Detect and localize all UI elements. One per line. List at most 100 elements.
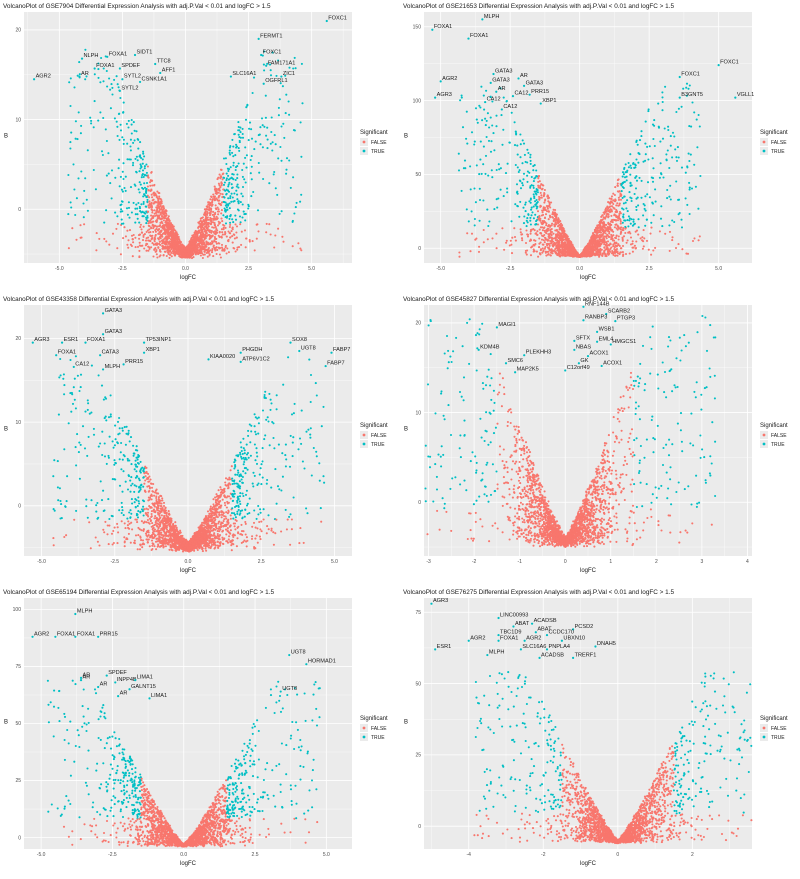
point-nonsignificant <box>152 243 155 246</box>
point-significant <box>677 198 681 201</box>
point-nonsignificant <box>495 232 498 235</box>
point-significant <box>132 161 135 164</box>
point-nonsignificant <box>204 230 207 233</box>
point-nonsignificant <box>618 210 622 213</box>
point-significant <box>663 127 666 130</box>
point-nonsignificant <box>158 228 161 231</box>
point-nonsignificant <box>204 228 207 232</box>
point-significant <box>69 141 72 144</box>
point-nonsignificant <box>257 230 260 233</box>
y-tick-label: 0 <box>18 207 21 213</box>
point-nonsignificant <box>596 234 600 237</box>
point-significant <box>109 88 112 91</box>
point-significant <box>669 144 672 147</box>
point-significant <box>532 205 535 208</box>
point-significant <box>142 187 145 190</box>
point-significant <box>532 186 535 189</box>
gene-point <box>528 93 531 96</box>
point-significant <box>124 189 127 192</box>
point-significant <box>479 158 482 161</box>
point-significant <box>268 63 272 66</box>
point-significant <box>482 145 485 148</box>
point-nonsignificant <box>162 206 165 209</box>
point-nonsignificant <box>180 245 183 248</box>
point-nonsignificant <box>203 250 206 253</box>
point-nonsignificant <box>645 239 649 242</box>
point-nonsignificant <box>539 253 542 256</box>
gene-label: FOXA1 <box>434 24 452 30</box>
point-nonsignificant <box>604 226 607 229</box>
point-nonsignificant <box>570 251 573 254</box>
point-nonsignificant <box>604 248 607 251</box>
point-significant <box>241 216 244 219</box>
point-significant <box>667 125 670 128</box>
point-nonsignificant <box>199 224 202 227</box>
point-nonsignificant <box>555 228 558 231</box>
point-nonsignificant <box>562 253 565 256</box>
point-nonsignificant <box>563 254 566 257</box>
point-nonsignificant <box>130 244 133 248</box>
point-significant <box>228 149 231 152</box>
point-significant <box>465 137 468 140</box>
point-significant <box>126 213 129 216</box>
point-nonsignificant <box>608 211 612 214</box>
point-nonsignificant <box>542 209 545 212</box>
point-significant <box>534 223 537 226</box>
point-nonsignificant <box>193 235 196 238</box>
point-nonsignificant <box>537 177 540 180</box>
point-nonsignificant <box>541 187 544 190</box>
point-nonsignificant <box>235 225 239 228</box>
point-nonsignificant <box>220 182 223 185</box>
point-nonsignificant <box>536 223 540 226</box>
point-significant <box>688 159 691 163</box>
volcano-panel-gse43358: VolcanoPlot of GSE43358 Differential Exp… <box>0 293 400 586</box>
point-nonsignificant <box>598 223 601 227</box>
point-significant <box>237 186 240 189</box>
point-nonsignificant <box>613 246 616 249</box>
point-significant <box>529 219 532 222</box>
point-nonsignificant <box>167 252 170 256</box>
point-nonsignificant <box>163 212 166 216</box>
point-nonsignificant <box>220 168 223 171</box>
point-significant <box>122 138 125 141</box>
point-nonsignificant <box>543 201 546 204</box>
point-nonsignificant <box>600 239 603 242</box>
point-nonsignificant <box>150 218 153 221</box>
point-nonsignificant <box>532 228 535 231</box>
point-nonsignificant <box>537 180 540 183</box>
point-significant <box>232 145 235 148</box>
point-nonsignificant <box>146 165 149 168</box>
point-nonsignificant <box>158 202 161 205</box>
point-significant <box>241 168 244 172</box>
point-significant <box>506 187 509 190</box>
point-nonsignificant <box>209 234 212 237</box>
point-nonsignificant <box>214 190 217 193</box>
point-significant <box>142 175 145 179</box>
point-nonsignificant <box>550 234 553 237</box>
point-significant <box>259 126 262 129</box>
point-nonsignificant <box>585 249 588 253</box>
point-nonsignificant <box>211 226 214 229</box>
point-significant <box>228 217 231 220</box>
point-significant <box>622 216 625 219</box>
point-nonsignificant <box>273 246 276 249</box>
point-significant <box>146 198 149 201</box>
point-nonsignificant <box>554 223 557 226</box>
point-significant <box>519 187 523 190</box>
point-significant <box>134 213 137 216</box>
point-nonsignificant <box>539 232 542 235</box>
point-nonsignificant <box>196 250 199 254</box>
point-nonsignificant <box>650 226 653 229</box>
point-nonsignificant <box>223 249 226 252</box>
point-significant <box>480 172 483 175</box>
point-nonsignificant <box>197 243 200 246</box>
point-significant <box>258 171 261 174</box>
point-nonsignificant <box>213 224 217 227</box>
point-nonsignificant <box>613 218 616 222</box>
point-nonsignificant <box>537 184 540 187</box>
point-significant <box>489 150 493 153</box>
point-nonsignificant <box>559 238 562 241</box>
point-significant <box>300 155 303 158</box>
point-significant <box>135 130 138 133</box>
point-significant <box>501 143 504 146</box>
